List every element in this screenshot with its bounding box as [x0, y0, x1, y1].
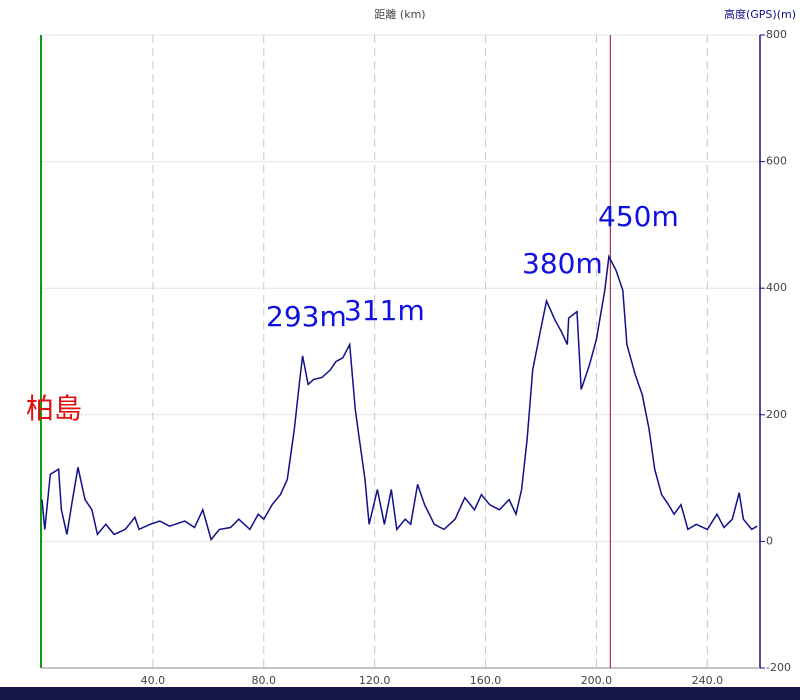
annotation: 380m — [522, 247, 603, 280]
x-tick-label: 200.0 — [581, 674, 613, 687]
x-axis-title: 距離 (km) — [374, 7, 425, 21]
y-tick-label: 200 — [766, 408, 787, 421]
y-tick-label: 600 — [766, 155, 787, 168]
y-axis-title: 高度(GPS)(m) — [724, 7, 796, 21]
status-bar — [0, 687, 800, 700]
annotation: 450m — [598, 200, 679, 233]
x-tick-label: 40.0 — [141, 674, 166, 687]
annotation: 293m — [266, 300, 347, 333]
x-tick-label: 80.0 — [252, 674, 277, 687]
x-tick-label: 120.0 — [359, 674, 391, 687]
x-tick-label: 160.0 — [470, 674, 502, 687]
x-tick-label: 240.0 — [692, 674, 724, 687]
annotation: 柏島 — [26, 392, 82, 425]
elevation-line — [41, 254, 758, 542]
y-tick-label: -200 — [766, 661, 791, 674]
y-tick-label: 0 — [766, 534, 773, 547]
annotation: 311m — [344, 294, 425, 327]
y-tick-label: 800 — [766, 28, 787, 41]
y-tick-label: 400 — [766, 281, 787, 294]
